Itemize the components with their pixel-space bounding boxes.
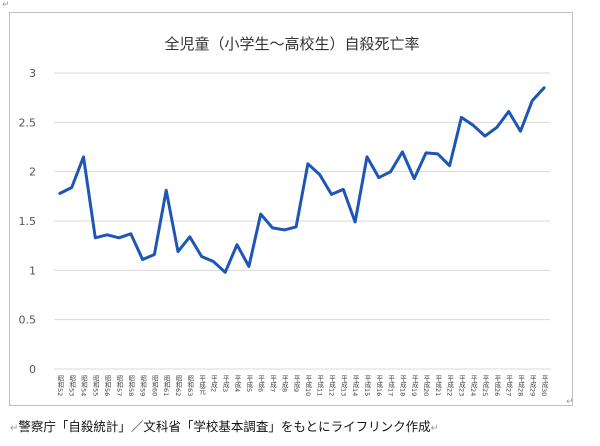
x-tick-label: 平成26 xyxy=(493,375,501,397)
y-tick-label: 3 xyxy=(29,67,36,80)
x-tick-label: 平成25 xyxy=(481,375,489,397)
return-mark-caption-start: ↵ xyxy=(10,423,19,434)
x-tick-label: 平成30 xyxy=(540,375,548,397)
x-tick-label: 平成4 xyxy=(233,375,241,392)
x-tick-label: 平成16 xyxy=(375,375,383,397)
x-tick-label: 平成17 xyxy=(387,375,395,397)
x-tick-label: 平成19 xyxy=(410,375,418,397)
x-tick-label: 平成9 xyxy=(292,375,300,392)
series-line xyxy=(58,86,546,274)
y-tick-label: 2 xyxy=(29,166,36,179)
x-tick-label: 昭和61 xyxy=(162,375,170,397)
x-tick-label: 平成20 xyxy=(422,375,430,397)
x-tick-label: 平成12 xyxy=(328,375,336,397)
x-tick-label: 平成24 xyxy=(469,375,477,397)
source-caption: ↵警察庁「自殺統計」／文科省「学校基本調査」をもとにライフリンク作成↵ xyxy=(10,416,439,435)
x-tick-label: 平成14 xyxy=(351,375,359,397)
return-mark-caption-end: ↵ xyxy=(430,423,440,434)
x-tick-label: 平成11 xyxy=(316,375,324,397)
x-tick-label: 平成2 xyxy=(209,375,217,392)
x-tick-label: 平成18 xyxy=(398,375,406,397)
gridlines xyxy=(54,72,550,370)
y-tick-label: 1.5 xyxy=(19,215,37,228)
return-mark-right: ↵ xyxy=(566,397,574,407)
line-chart: 全児童（小学生～高校生）自殺死亡率 0 0.5 1 1.5 2 2.5 3 昭和52 昭和53… xyxy=(19,35,550,397)
source-caption-text: 警察庁「自殺統計」／文科省「学校基本調査」をもとにライフリンク作成 xyxy=(18,419,431,434)
x-tick-label: 平成元 xyxy=(198,375,206,396)
chart-frame: 全児童（小学生～高校生）自殺死亡率 0 0.5 1 1.5 2 2.5 3 昭和52 昭和53… xyxy=(9,12,573,406)
x-tick-label: 平成8 xyxy=(280,375,288,392)
x-tick-label: 昭和54 xyxy=(80,375,88,397)
y-axis-tick-labels: 0 0.5 1 1.5 2 2.5 3 xyxy=(19,67,37,376)
y-tick-label: 0.5 xyxy=(19,314,37,327)
x-tick-label: 平成3 xyxy=(221,375,229,392)
y-tick-label: 2.5 xyxy=(19,116,37,129)
x-tick-label: 平成27 xyxy=(505,375,513,397)
x-tick-label: 平成29 xyxy=(528,375,536,397)
x-tick-label: 昭和55 xyxy=(91,375,99,397)
x-tick-label: 昭和56 xyxy=(103,375,111,397)
x-tick-label: 平成15 xyxy=(363,375,371,397)
x-tick-label: 平成6 xyxy=(257,375,265,392)
x-tick-label: 平成22 xyxy=(446,375,454,397)
x-tick-label: 昭和58 xyxy=(127,375,135,397)
x-tick-label: 平成21 xyxy=(434,375,442,397)
x-tick-label: 昭和62 xyxy=(174,375,182,397)
y-tick-label: 0 xyxy=(29,363,36,376)
chart-title: 全児童（小学生～高校生）自殺死亡率 xyxy=(164,35,419,53)
x-tick-label: 昭和60 xyxy=(150,375,158,397)
y-tick-label: 1 xyxy=(29,264,36,277)
x-tick-label: 昭和57 xyxy=(115,375,123,397)
x-tick-label: 昭和63 xyxy=(186,375,194,397)
x-tick-label: 昭和53 xyxy=(68,375,76,397)
x-tick-label: 平成7 xyxy=(268,375,276,392)
x-tick-label: 平成23 xyxy=(457,375,465,397)
x-tick-label: 平成10 xyxy=(304,375,312,397)
return-mark-top: ↵ xyxy=(2,0,10,10)
x-tick-label: 昭和59 xyxy=(139,375,147,397)
x-tick-label: 平成13 xyxy=(339,375,347,397)
x-axis-tick-labels: 昭和52 昭和53 昭和54 昭和55 昭和56 昭和57 昭和58 昭和59 昭和60 昭和61… xyxy=(56,375,548,397)
x-tick-label: 平成5 xyxy=(245,375,253,392)
x-tick-label: 平成28 xyxy=(516,375,524,397)
x-tick-label: 昭和52 xyxy=(56,375,64,397)
